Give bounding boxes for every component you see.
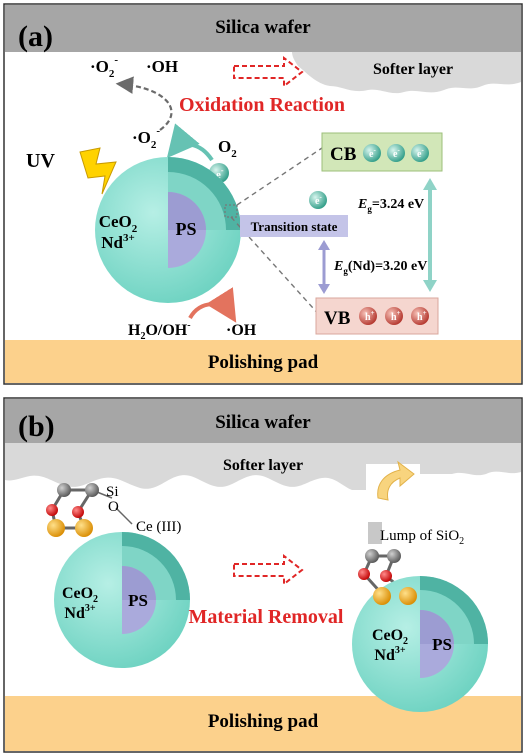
cb-electron-icon-3: e- bbox=[411, 144, 429, 162]
polishing-pad-label-a: Polishing pad bbox=[208, 352, 319, 373]
svg-text:e-: e- bbox=[393, 146, 400, 160]
material-removal-label: Material Removal bbox=[189, 606, 344, 628]
vb-hole-icon-2: h+ bbox=[385, 307, 403, 325]
svg-text:e-: e- bbox=[369, 146, 376, 160]
bond-structure-left bbox=[46, 483, 133, 537]
ceo2-particle-b-left bbox=[54, 532, 190, 668]
panel-b: (b) Silica wafer Softer layer Polishing … bbox=[3, 397, 523, 753]
transition-state-label: Transition state bbox=[251, 219, 338, 234]
lightning-icon bbox=[79, 147, 117, 195]
nd-label-b-right: Nd3+ bbox=[374, 645, 405, 664]
svg-text:e-: e- bbox=[216, 166, 224, 181]
softer-layer-a bbox=[292, 52, 521, 94]
svg-text:e-: e- bbox=[417, 146, 424, 160]
ceo2-label-b-left: CeO2 bbox=[62, 585, 98, 605]
ceo2-label-a: CeO2 bbox=[99, 212, 138, 235]
core-label-a: PS bbox=[175, 219, 196, 239]
silica-wafer-label-b: Silica wafer bbox=[215, 412, 311, 433]
svg-text:h+: h+ bbox=[391, 309, 401, 323]
oxidation-reaction-label: Oxidation Reaction bbox=[179, 94, 345, 116]
silica-wafer-label-a: Silica wafer bbox=[215, 17, 311, 38]
eg-nd-label: Eg(Nd)=3.20 eV bbox=[333, 259, 427, 276]
transition-electron-icon: e- bbox=[309, 191, 327, 209]
hydroxyl-radical-bottom: ·OH bbox=[226, 322, 257, 339]
polishing-pad-a bbox=[5, 340, 521, 383]
oxygen-label: O2 bbox=[218, 137, 237, 160]
cb-label: CB bbox=[330, 144, 357, 165]
dashed-arrow-icon-b bbox=[233, 553, 304, 587]
superoxide-radical-top: ·O2- bbox=[90, 54, 118, 80]
dashed-arrow-icon bbox=[233, 55, 304, 89]
ceo2-label-b-right: CeO2 bbox=[372, 627, 408, 647]
salmon-curve-arrow-icon bbox=[188, 287, 237, 323]
ce-label: Ce (III) bbox=[136, 519, 181, 535]
cb-electron-icon-1: e- bbox=[363, 144, 381, 162]
transition-state-box bbox=[240, 215, 348, 237]
nd-label-b-left: Nd3+ bbox=[64, 603, 95, 622]
water-label: H2O/OH- bbox=[128, 320, 191, 342]
panel-a-label: (a) bbox=[18, 20, 53, 53]
eg-main-label: Eg=3.24 eV bbox=[357, 197, 424, 214]
cb-electron-icon-2: e- bbox=[387, 144, 405, 162]
panel-a: (a) Silica wafer Softer layer Polishing … bbox=[3, 3, 523, 385]
lump-label: Lump of SiO2 bbox=[380, 528, 464, 547]
softer-layer-b bbox=[5, 443, 521, 490]
hydroxyl-radical-top: ·OH bbox=[146, 57, 178, 76]
ce-atoms-right bbox=[373, 587, 417, 605]
superoxide-radical-mid: ·O2- bbox=[132, 125, 160, 151]
vb-hole-icon-3: h+ bbox=[411, 307, 429, 325]
nd-label-a: Nd3+ bbox=[101, 232, 135, 252]
uv-label: UV bbox=[26, 150, 55, 172]
svg-text:e-: e- bbox=[315, 193, 322, 207]
dashed-curve-arrow-icon bbox=[115, 76, 173, 131]
o-label: O bbox=[108, 499, 119, 515]
ceo2-particle-b-right bbox=[352, 576, 488, 712]
polishing-pad-label-b: Polishing pad bbox=[208, 711, 319, 732]
yellow-curve-arrow-icon bbox=[377, 460, 415, 501]
svg-text:h+: h+ bbox=[365, 309, 375, 323]
vb-label: VB bbox=[324, 308, 351, 329]
teal-curve-arrow-icon bbox=[166, 123, 214, 162]
si-label: Si bbox=[106, 484, 119, 500]
svg-text:h+: h+ bbox=[417, 309, 427, 323]
ceo2-particle-a bbox=[95, 157, 241, 303]
core-label-b-right: PS bbox=[432, 635, 452, 654]
silica-wafer-a bbox=[5, 5, 521, 52]
softer-layer-label-b: Softer layer bbox=[223, 457, 303, 474]
panel-b-label: (b) bbox=[18, 410, 55, 443]
sio2-lump bbox=[368, 522, 382, 544]
core-label-b-left: PS bbox=[128, 591, 148, 610]
softer-layer-label-a: Softer layer bbox=[373, 61, 453, 78]
vb-hole-icon-1: h+ bbox=[359, 307, 377, 325]
silica-wafer-b bbox=[5, 399, 521, 443]
